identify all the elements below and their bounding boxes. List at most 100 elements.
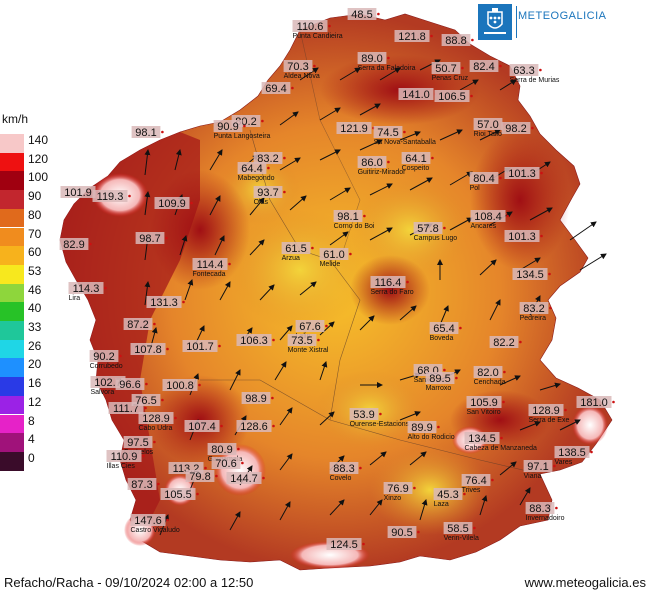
- station-marker[interactable]: 96.6: [115, 378, 148, 391]
- station-name: Penas Cruz: [432, 75, 469, 82]
- station-marker[interactable]: 101.7: [182, 340, 221, 353]
- station-value: 83.2: [523, 303, 544, 315]
- station-name: Alto do Rodicio: [408, 434, 455, 441]
- station-marker[interactable]: 124.5: [326, 538, 365, 551]
- station-marker[interactable]: 101.3: [504, 230, 543, 243]
- legend-entry: 20: [0, 357, 54, 378]
- station-marker[interactable]: 107.4: [184, 420, 223, 433]
- station-marker[interactable]: 121.9: [336, 122, 375, 135]
- station-marker[interactable]: 79.8: [185, 470, 218, 483]
- station-value-bg: [461, 474, 491, 486]
- station-marker[interactable]: 106.3: [236, 334, 275, 347]
- legend-entry: 4: [0, 432, 54, 452]
- station-dot: [612, 400, 615, 404]
- station-marker[interactable]: 101.3: [504, 167, 543, 180]
- station-value-bg: [429, 322, 459, 334]
- station-value: 119.3: [97, 191, 124, 203]
- station-marker[interactable]: 100.8: [162, 379, 201, 392]
- station-marker[interactable]: 119.3: [92, 190, 131, 203]
- station-marker[interactable]: 105.5: [160, 488, 199, 501]
- station-marker[interactable]: 87.2: [123, 318, 156, 331]
- station-marker[interactable]: 98.1: [131, 126, 164, 139]
- station-marker[interactable]: 69.4: [261, 82, 294, 95]
- station-marker[interactable]: 121.8: [394, 30, 433, 43]
- station-value-bg: [469, 172, 499, 184]
- station-marker[interactable]: 82.9: [59, 238, 92, 251]
- station-marker[interactable]: 82.4: [469, 60, 502, 73]
- station-name: Serra do Faro: [371, 289, 414, 296]
- station-name: Salvora: [91, 389, 115, 396]
- station-marker[interactable]: 131.3: [146, 296, 185, 309]
- station-marker[interactable]: 181.0: [576, 396, 615, 409]
- station-value-bg: [525, 502, 555, 514]
- station-dot: [190, 201, 193, 205]
- station-value: 64.4: [241, 163, 262, 175]
- station-value: 128.9: [532, 405, 560, 417]
- station-marker[interactable]: 82.2: [489, 336, 522, 349]
- station-marker[interactable]: 128.6: [236, 420, 275, 433]
- station-marker[interactable]: 98.2: [501, 122, 534, 135]
- station-value: 88.8: [445, 35, 466, 47]
- station-marker[interactable]: 109.9: [154, 197, 193, 210]
- station-value-bg: [253, 152, 283, 164]
- station-marker[interactable]: 70.6: [211, 457, 244, 470]
- station-marker[interactable]: 90.5: [387, 526, 420, 539]
- website-link[interactable]: www.meteogalicia.es: [524, 575, 646, 590]
- station-marker[interactable]: 87.3: [127, 478, 160, 491]
- station-marker[interactable]: 106.5: [434, 90, 473, 103]
- station-marker[interactable]: 107.8: [130, 343, 169, 356]
- station-marker[interactable]: 98.9: [241, 392, 274, 405]
- station-marker[interactable]: 74.5Sa Nova-Santaballa: [373, 126, 436, 146]
- station-value: 82.0: [477, 367, 498, 379]
- station-marker[interactable]: 48.5: [347, 8, 380, 21]
- station-marker[interactable]: 98.7: [135, 232, 168, 245]
- station-marker[interactable]: 144.7: [226, 472, 265, 485]
- station-marker[interactable]: 88.8: [441, 34, 474, 47]
- station-marker[interactable]: 134.5: [512, 268, 551, 281]
- station-marker[interactable]: 76.5: [131, 394, 164, 407]
- station-marker[interactable]: 141.0: [398, 88, 437, 101]
